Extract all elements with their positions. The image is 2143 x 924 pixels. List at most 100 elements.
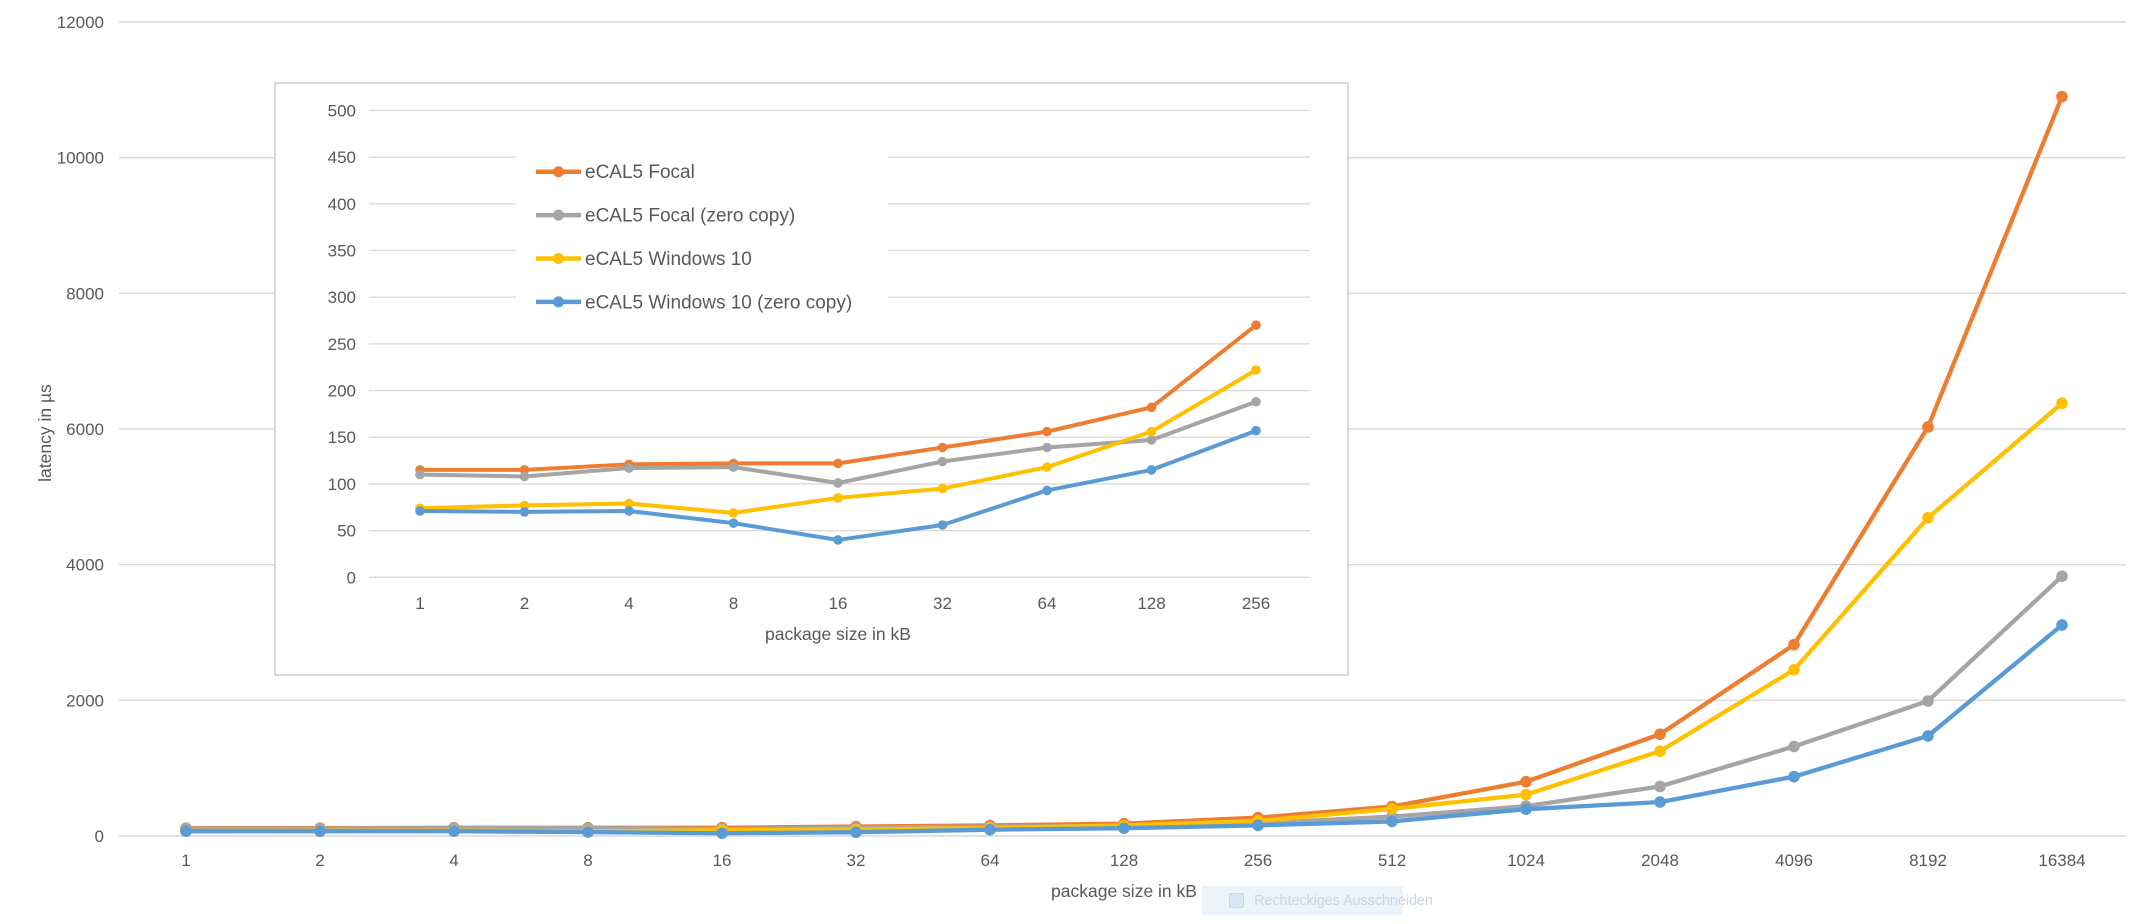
data-point-ecal5-focal [1520,775,1532,788]
legend-entry-ecal5-focal-zero-copy: eCAL5 Focal (zero copy) [536,206,795,227]
main-x-tick-label: 1 [181,851,190,870]
legend-marker-dot [553,209,564,221]
inset-data-point-ecal5-windows-10-zero-copy [624,506,634,516]
rectangular-snip-icon [1229,893,1244,908]
main-x-tick-label: 16 [713,851,732,870]
main-series [180,90,2068,840]
inset-data-point-ecal5-focal [1146,402,1157,413]
series-ecal5-windows-10-zero-copy [180,619,2068,840]
data-point-ecal5-windows-10-zero-copy [582,826,594,838]
data-point-ecal5-focal-zero-copy [1922,695,1934,707]
data-point-ecal5-windows-10 [1788,664,1800,676]
inset-y-tick-label: 450 [328,148,356,167]
snip-tooltip-label: Rechteckiges Ausschneiden [1254,892,1433,909]
legend-entry-label: eCAL5 Windows 10 [585,249,752,270]
data-point-ecal5-windows-10-zero-copy [1922,730,1934,742]
data-point-ecal5-windows-10-zero-copy [1520,803,1532,816]
main-y-tick-label: 4000 [66,556,104,575]
inset-data-point-ecal5-windows-10-zero-copy [1251,425,1261,436]
inset-series-ecal5-focal [415,320,1261,475]
legend-entry-label: eCAL5 Focal (zero copy) [585,206,795,227]
inset-y-tick-labels: 0 50 100 150 200 250 300 350 400 450 500 [328,101,356,587]
data-point-ecal5-focal-zero-copy [1788,740,1800,753]
data-point-ecal5-windows-10 [2056,397,2068,410]
inset-data-point-ecal5-focal-zero-copy [1042,442,1052,453]
inset-x-axis-title: package size in kB [765,624,911,644]
data-point-ecal5-focal [1922,421,1934,433]
main-x-tick-label: 8 [583,851,592,870]
data-point-ecal5-windows-10-zero-copy [1252,819,1264,832]
main-x-tick-label: 128 [1110,851,1138,870]
data-point-ecal5-windows-10-zero-copy [716,827,728,840]
inset-data-point-ecal5-focal-zero-copy [1251,396,1261,407]
inset-y-tick-label: 250 [328,335,356,354]
legend-background [516,149,888,321]
data-point-ecal5-windows-10-zero-copy [984,823,996,836]
data-point-ecal5-windows-10-zero-copy [850,826,862,839]
inset-y-tick-label: 400 [328,195,356,214]
inset-x-tick-label: 128 [1137,594,1165,613]
snip-tooltip: Rechteckiges Ausschneiden [1202,886,1433,915]
main-x-tick-label: 256 [1244,851,1272,870]
inset-data-point-ecal5-windows-10 [1146,426,1157,437]
inset-x-tick-label: 1 [415,594,424,613]
main-x-tick-label: 2 [315,851,324,870]
main-y-tick-label: 10000 [57,149,104,168]
data-point-ecal5-focal-zero-copy [1654,780,1666,793]
main-x-tick-labels: 1 2 4 8 16 32 64 128 256 512 1024 2048 4096 8192 16384 [181,851,2085,870]
main-y-tick-label: 0 [95,827,104,846]
data-point-ecal5-windows-10-zero-copy [448,825,460,837]
legend-marker-dot [553,166,564,178]
inset-x-tick-label: 2 [520,594,529,613]
inset-data-point-ecal5-focal-zero-copy [728,462,739,472]
inset-data-point-ecal5-windows-10-zero-copy [415,506,425,516]
inset-x-tick-label: 32 [933,594,952,613]
main-x-axis-title: package size in kB [1051,881,1197,901]
legend-entry-label: eCAL5 Focal [585,162,695,183]
data-point-ecal5-windows-10 [1520,788,1532,801]
inset-x-tick-label: 4 [624,594,633,613]
inset-y-tick-label: 50 [337,522,356,541]
legend-entry-label: eCAL5 Windows 10 (zero copy) [585,292,852,313]
legend-entry-ecal5-windows-10: eCAL5 Windows 10 [536,249,752,270]
inset-series [415,320,1261,545]
main-x-tick-label: 4 [449,851,458,870]
data-point-ecal5-windows-10 [1386,803,1398,815]
inset-data-point-ecal5-focal [1251,320,1261,330]
inset-data-point-ecal5-focal [1042,426,1052,437]
data-point-ecal5-focal [1654,728,1666,741]
legend-entry-ecal5-windows-10-zero-copy: eCAL5 Windows 10 (zero copy) [536,292,852,313]
inset-x-tick-labels: 1 2 4 8 16 32 64 128 256 [415,594,1270,613]
data-point-ecal5-windows-10-zero-copy [314,825,326,838]
inset-y-tick-label: 150 [328,428,356,447]
inset-data-point-ecal5-focal [937,442,948,453]
main-y-axis-title: latency in µs [35,384,55,482]
inset-data-point-ecal5-focal-zero-copy [624,463,634,473]
main-x-tick-label: 64 [981,851,1000,870]
main-x-tick-label: 32 [847,851,866,870]
inset-y-tick-label: 300 [328,288,356,307]
inset-data-point-ecal5-focal-zero-copy [937,456,948,467]
legend-marker-dot [553,296,564,308]
inset-y-tick-label: 200 [328,382,356,401]
inset-data-point-ecal5-windows-10 [937,483,948,494]
main-y-tick-label: 8000 [66,284,104,303]
inset-data-point-ecal5-windows-10-zero-copy [519,507,530,517]
data-point-ecal5-windows-10-zero-copy [2056,619,2068,631]
inset-data-point-ecal5-windows-10-zero-copy [937,520,948,530]
data-point-ecal5-windows-10-zero-copy [180,825,192,837]
data-point-ecal5-focal-zero-copy [2056,570,2068,582]
inset-data-point-ecal5-windows-10-zero-copy [1146,465,1157,475]
inset-data-point-ecal5-windows-10 [1251,365,1261,375]
main-y-tick-labels: 0 2000 4000 6000 8000 10000 12000 [57,13,104,846]
main-x-tick-label: 16384 [2038,851,2085,870]
inset-y-tick-label: 100 [328,475,356,494]
inset-data-point-ecal5-focal [833,458,843,469]
inset-data-point-ecal5-focal-zero-copy [833,478,843,488]
inset-x-tick-label: 64 [1038,594,1057,613]
main-x-tick-label: 8192 [1909,851,1947,870]
inset-data-point-ecal5-windows-10 [1042,462,1052,472]
legend-entry-ecal5-focal: eCAL5 Focal [536,162,695,183]
data-point-ecal5-windows-10-zero-copy [1118,822,1130,834]
data-point-ecal5-windows-10 [1922,512,1934,524]
